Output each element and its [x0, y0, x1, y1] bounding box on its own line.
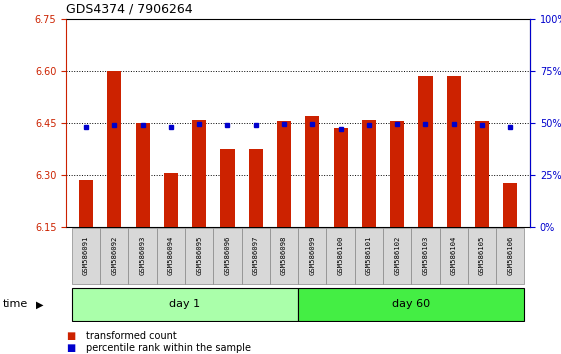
FancyBboxPatch shape [355, 228, 383, 284]
FancyBboxPatch shape [213, 228, 242, 284]
Text: GSM586091: GSM586091 [83, 235, 89, 275]
Bar [220, 149, 234, 227]
Text: GSM586104: GSM586104 [450, 235, 457, 275]
Text: GSM586097: GSM586097 [253, 235, 259, 275]
Bar [419, 76, 433, 227]
FancyBboxPatch shape [440, 228, 468, 284]
FancyBboxPatch shape [411, 228, 440, 284]
Text: GSM586093: GSM586093 [140, 235, 146, 275]
Text: time: time [3, 299, 28, 309]
Text: GSM586095: GSM586095 [196, 235, 202, 275]
Text: transformed count: transformed count [86, 331, 177, 341]
Bar [305, 116, 319, 227]
Text: GSM586094: GSM586094 [168, 235, 174, 275]
Bar [277, 121, 291, 227]
Text: percentile rank within the sample: percentile rank within the sample [86, 343, 251, 353]
FancyBboxPatch shape [496, 228, 525, 284]
FancyBboxPatch shape [128, 228, 157, 284]
FancyBboxPatch shape [185, 228, 213, 284]
Text: GSM586106: GSM586106 [507, 235, 513, 275]
Bar [107, 71, 121, 227]
Bar [79, 180, 93, 227]
Text: GSM586101: GSM586101 [366, 235, 372, 275]
Bar [390, 121, 404, 227]
Bar [334, 128, 348, 227]
FancyBboxPatch shape [468, 228, 496, 284]
Text: GSM586100: GSM586100 [338, 235, 343, 275]
FancyBboxPatch shape [270, 228, 298, 284]
Text: ■: ■ [66, 331, 75, 341]
Text: GSM586103: GSM586103 [422, 235, 429, 275]
Text: day 60: day 60 [392, 299, 430, 309]
FancyBboxPatch shape [298, 228, 327, 284]
Text: GDS4374 / 7906264: GDS4374 / 7906264 [66, 3, 193, 16]
FancyBboxPatch shape [72, 228, 100, 284]
Bar [136, 123, 150, 227]
Bar [447, 76, 461, 227]
Text: GSM586098: GSM586098 [281, 235, 287, 275]
Bar [503, 183, 517, 227]
Bar [249, 149, 263, 227]
FancyBboxPatch shape [298, 288, 525, 321]
FancyBboxPatch shape [157, 228, 185, 284]
Text: ■: ■ [66, 343, 75, 353]
FancyBboxPatch shape [242, 228, 270, 284]
Bar [362, 120, 376, 227]
Text: GSM586105: GSM586105 [479, 235, 485, 275]
FancyBboxPatch shape [72, 288, 298, 321]
FancyBboxPatch shape [100, 228, 128, 284]
FancyBboxPatch shape [383, 228, 411, 284]
Text: day 1: day 1 [169, 299, 201, 309]
Bar [164, 173, 178, 227]
Text: GSM586092: GSM586092 [111, 235, 117, 275]
Text: ▶: ▶ [36, 299, 44, 309]
Text: GSM586096: GSM586096 [224, 235, 231, 275]
Bar [475, 121, 489, 227]
Text: GSM586102: GSM586102 [394, 235, 400, 275]
FancyBboxPatch shape [327, 228, 355, 284]
Bar [192, 120, 206, 227]
Text: GSM586099: GSM586099 [309, 235, 315, 275]
